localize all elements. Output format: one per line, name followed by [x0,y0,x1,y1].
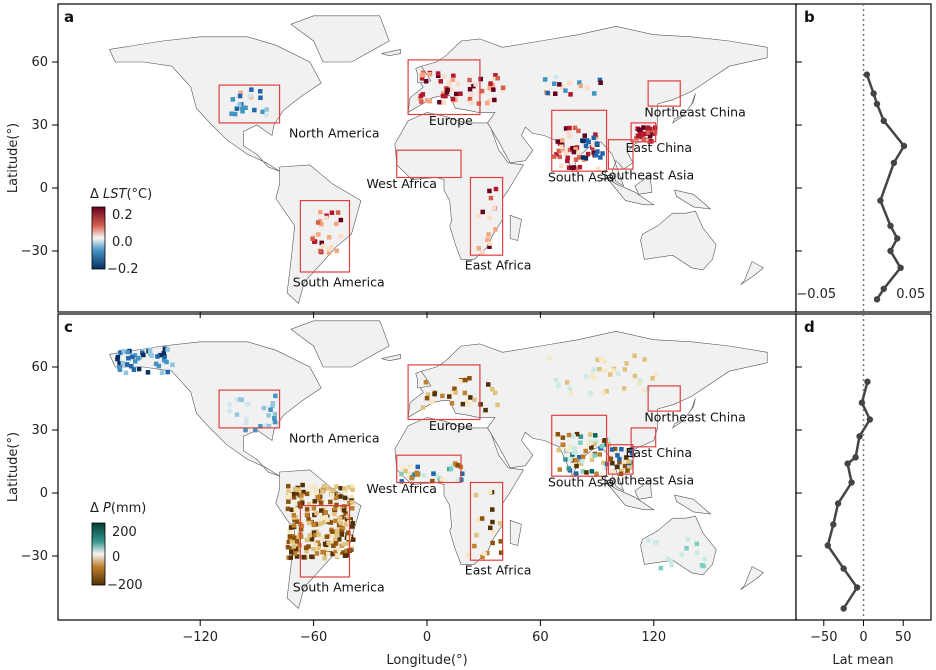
d-xlabel: Lat mean [832,653,893,668]
lat-mean-point [834,500,842,507]
lat-mean-point [856,433,863,440]
lst-colorbar: Δ LST(°C) 0.2 0.0 −0.2 [90,187,152,277]
axis-ticks: 60 30 0 −30 60 30 0 −30 −120 −60 0 60 120 [21,55,802,645]
lat-mean-point [877,197,884,204]
region-label: North America [289,430,380,445]
lon-tick-label: 0 [423,630,431,645]
panel-label-d: d [804,318,815,336]
lat-mean-point [880,285,887,292]
region-boxes-a: North America Europe West Africa East Afric… [218,59,746,290]
region-label: East China [625,140,692,155]
ylabel-top: Latitude(°) [6,123,21,193]
p-tick-mid: 0 [112,550,120,565]
precip-anomaly-cells [115,346,707,571]
ylabel-bottom: Latitude(°) [6,432,21,502]
lat-tick-label: −30 [21,244,48,259]
lat-mean-precip-plot: −50 0 50 [810,314,911,645]
region-label: West Africa [367,481,437,496]
region-label: South America [293,275,385,290]
panel-label-a: a [64,8,74,26]
side-tick-label: 0.05 [896,287,925,302]
lon-tick-label: −120 [182,630,218,645]
lat-mean-point [897,264,904,271]
side-tick-label: −0.05 [796,287,836,302]
lat-mean-point [844,460,851,467]
region-boxes-c: North America Europe West Africa East Afric… [218,364,746,595]
lat-tick-label: 0 [40,181,48,196]
region-label: East Africa [465,258,532,273]
lst-anomaly-cells [229,70,658,255]
lst-tick-high: 0.2 [112,208,133,223]
lat-tick-label: 60 [31,360,48,375]
region-label: Southeast Asia [601,472,694,487]
lat-mean-point [824,542,831,549]
lat-mean-point [894,235,901,242]
lst-tick-low: −0.2 [107,262,139,277]
panel-label-b: b [804,8,815,26]
p-colorbar-title: Δ P(mm) [90,501,146,516]
lat-mean-point [887,222,894,229]
region-label: East China [625,445,692,460]
region-label: Europe [429,418,473,433]
lon-tick-label: 120 [641,630,666,645]
region-label: South Asia [548,475,615,490]
lat-tick-label: −30 [21,549,48,564]
p-tick-low: −200 [107,578,143,593]
region-label: West Africa [367,176,437,191]
lat-mean-point [858,399,866,406]
region-label: North America [289,125,380,140]
lon-tick-label: 60 [532,630,549,645]
lat-mean-point [866,416,874,423]
xlabel: Longitude(°) [386,653,467,668]
lat-mean-point [840,605,847,612]
lst-tick-mid: 0.0 [112,235,133,250]
region-label: East Africa [465,563,532,578]
region-label: Northeast China [644,104,745,119]
lat-tick-label: 0 [40,486,48,501]
side-tick-label: 0 [859,630,867,645]
lat-mean-point [864,378,871,385]
region-label: South Asia [548,170,615,185]
lat-mean-point [873,296,881,303]
lat-mean-point [887,247,894,255]
lat-tick-label: 30 [31,118,48,133]
lat-mean-point [890,159,898,166]
lat-mean-point [852,454,859,461]
lat-mean-point [840,565,847,572]
region-label: South America [293,580,385,595]
lat-mean-point [880,117,887,125]
region-label: Europe [429,113,473,128]
region-label: Northeast China [644,409,745,424]
lat-tick-label: 30 [31,423,48,438]
region-label: Southeast Asia [601,167,694,182]
lat-mean-point [830,521,837,528]
lon-tick-label: −60 [300,630,327,645]
lat-mean-point [848,479,855,486]
lat-mean-point [900,142,908,150]
lat-mean-point [863,71,871,78]
lat-tick-label: 60 [31,55,48,70]
side-tick-label: 50 [895,630,912,645]
lat-mean-point [873,100,881,108]
panel-label-c: c [64,318,73,336]
p-tick-high: 200 [112,525,137,540]
lst-colorbar-title: Δ LST(°C) [90,187,152,202]
lat-mean-lst-plot: −0.05 0.05 [796,4,925,312]
side-tick-label: −50 [810,630,837,645]
lat-mean-point [853,584,861,591]
lat-mean-point [870,90,877,97]
p-colorbar: Δ P(mm) 200 0 −200 [90,501,146,593]
